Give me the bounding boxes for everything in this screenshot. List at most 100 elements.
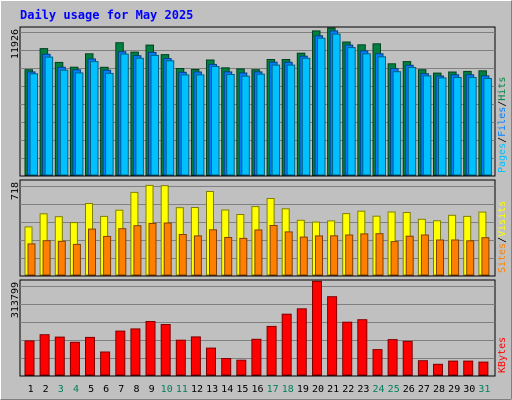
bar-pages-day-23 <box>362 53 371 176</box>
bar-sites-day-12 <box>193 235 202 276</box>
bar-sites-day-20 <box>315 235 323 276</box>
bar-pages-day-11 <box>180 74 190 176</box>
x-tick-day-21: 21 <box>327 384 339 395</box>
bar-kbytes-day-25 <box>387 339 398 376</box>
bar-sites-day-29 <box>451 239 460 276</box>
series-pages <box>29 33 492 176</box>
bar-pages-day-22 <box>347 47 356 176</box>
bar-pages-day-17 <box>271 64 281 176</box>
bar-pages-day-19 <box>301 57 311 176</box>
x-tick-day-30: 30 <box>463 384 475 395</box>
bar-pages-day-7 <box>120 53 129 176</box>
bar-kbytes-day-5 <box>85 336 95 376</box>
bar-kbytes-day-10 <box>160 324 171 376</box>
bar-sites-day-11 <box>178 234 187 276</box>
chart-title: Daily usage for May 2025 <box>20 8 193 22</box>
series-kbytes <box>24 280 489 376</box>
bar-pages-day-24 <box>377 56 386 176</box>
legend-item: / <box>497 137 508 143</box>
bar-pages-day-31 <box>483 78 492 176</box>
bar-sites-day-22 <box>345 234 354 276</box>
bar-pages-day-13 <box>211 66 220 176</box>
x-tick-day-5: 5 <box>88 384 94 395</box>
bar-sites-day-24 <box>375 233 384 276</box>
legend-item: / <box>497 237 508 243</box>
bar-sites-day-7 <box>118 228 127 276</box>
y-max-label: 313799 <box>10 282 21 318</box>
x-tick-day-24: 24 <box>372 384 384 395</box>
y-max-label: 718 <box>10 182 21 200</box>
x-tick-day-10: 10 <box>161 384 173 395</box>
bar-pages-day-25 <box>392 71 402 176</box>
bar-kbytes-day-3 <box>54 336 65 376</box>
bar-sites-day-17 <box>269 225 278 276</box>
bar-kbytes-day-13 <box>206 347 216 376</box>
x-tick-day-4: 4 <box>73 384 79 395</box>
x-tick-day-22: 22 <box>342 384 354 395</box>
bar-sites-day-15 <box>239 237 248 276</box>
bar-sites-day-23 <box>360 233 369 276</box>
bar-pages-day-6 <box>105 72 114 176</box>
bar-sites-day-9 <box>148 222 157 276</box>
bar-kbytes-day-21 <box>327 296 338 376</box>
x-tick-day-18: 18 <box>282 384 294 395</box>
bar-kbytes-day-30 <box>463 360 474 376</box>
x-tick-day-27: 27 <box>418 384 430 395</box>
legend-item: Files <box>497 107 508 137</box>
x-tick-day-28: 28 <box>433 384 445 395</box>
panel-visits-sites: 718 Sites/Visits <box>10 179 508 277</box>
bar-pages-day-21 <box>332 33 341 176</box>
legend-item: Sites <box>497 243 508 273</box>
legend-item: Hits <box>497 77 508 101</box>
bar-kbytes-day-1 <box>24 340 35 376</box>
bar-sites-day-2 <box>42 240 51 276</box>
bar-kbytes-day-9 <box>145 321 156 376</box>
bar-sites-day-16 <box>254 229 263 276</box>
bar-kbytes-day-31 <box>478 361 489 376</box>
x-tick-day-12: 12 <box>191 384 203 395</box>
bar-kbytes-day-11 <box>175 339 186 376</box>
bar-pages-day-5 <box>90 61 99 176</box>
bar-sites-day-3 <box>57 240 66 276</box>
bar-pages-day-15 <box>241 75 250 176</box>
bar-kbytes-day-18 <box>281 313 292 376</box>
bar-sites-day-10 <box>163 222 172 276</box>
bar-sites-day-26 <box>405 235 414 276</box>
bar-sites-day-4 <box>72 243 81 276</box>
bar-kbytes-day-6 <box>100 351 111 376</box>
bar-sites-day-8 <box>133 225 142 276</box>
y-max-label: 11926 <box>10 29 21 59</box>
bar-sites-day-28 <box>436 239 444 276</box>
legend-hits-files-pages: Pages/Files/Hits <box>497 77 508 173</box>
bar-sites-day-1 <box>27 243 36 276</box>
bar-pages-day-8 <box>135 57 144 176</box>
panel-kbytes: 313799 KBytes <box>10 279 508 377</box>
bar-pages-day-16 <box>256 73 265 176</box>
bar-sites-day-5 <box>88 228 96 276</box>
bar-sites-day-31 <box>481 237 490 276</box>
x-tick-day-16: 16 <box>251 384 263 395</box>
x-tick-day-26: 26 <box>403 384 415 395</box>
bar-pages-day-27 <box>422 75 432 176</box>
bar-pages-day-14 <box>226 74 235 176</box>
bar-pages-day-10 <box>165 60 175 176</box>
legend-item: Pages <box>497 143 508 173</box>
x-tick-day-15: 15 <box>236 384 248 395</box>
x-tick-day-31: 31 <box>478 384 490 395</box>
bar-sites-day-27 <box>420 234 429 276</box>
bar-pages-day-18 <box>286 64 296 176</box>
bar-kbytes-day-26 <box>402 340 413 376</box>
bar-kbytes-day-12 <box>190 336 201 376</box>
legend-kbytes: KBytes <box>497 337 508 373</box>
x-tick-day-14: 14 <box>221 384 233 395</box>
x-tick-day-23: 23 <box>357 384 369 395</box>
legend-item: / <box>497 101 508 107</box>
bar-sites-day-19 <box>299 236 308 276</box>
bar-kbytes-day-15 <box>236 359 247 376</box>
x-tick-day-11: 11 <box>176 384 188 395</box>
bar-pages-day-26 <box>407 67 417 176</box>
x-tick-day-6: 6 <box>103 384 109 395</box>
